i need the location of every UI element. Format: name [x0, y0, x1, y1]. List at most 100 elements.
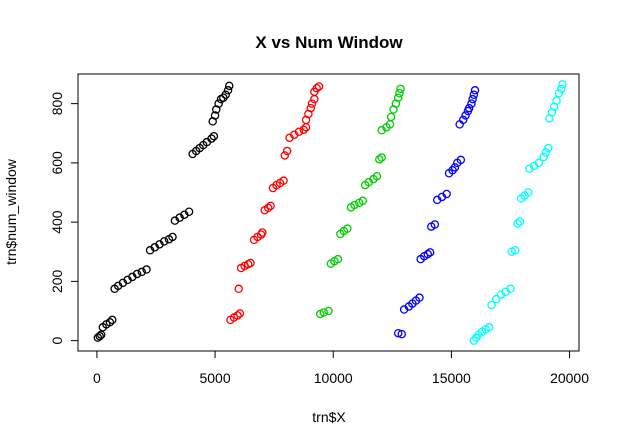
y-tick-label: 600	[49, 151, 65, 175]
data-point	[464, 103, 474, 113]
data-point	[456, 155, 466, 165]
plot-area-frame	[77, 73, 580, 352]
y-tick-label: 200	[49, 269, 65, 293]
data-point	[539, 152, 548, 162]
data-point	[372, 171, 382, 181]
data-point	[425, 248, 435, 257]
data-point	[234, 284, 243, 294]
data-point	[468, 94, 477, 104]
x-tick-label: 10000	[314, 370, 353, 386]
data-points	[93, 80, 567, 345]
data-point	[423, 249, 433, 259]
data-point	[552, 96, 561, 105]
data-point	[541, 148, 551, 157]
y-tick-label: 800	[49, 92, 65, 116]
data-point	[515, 217, 525, 226]
x-axis-label: trn$X	[312, 409, 346, 425]
data-point	[184, 207, 194, 217]
data-point	[246, 258, 255, 268]
data-point	[95, 331, 104, 341]
x-axis: 0 5000 10000 15000 20000	[93, 350, 589, 386]
data-point	[470, 86, 480, 95]
data-point	[492, 294, 501, 304]
x-tick-label: 15000	[432, 370, 471, 386]
data-point	[393, 328, 403, 338]
data-point	[324, 306, 333, 316]
data-point	[430, 220, 440, 229]
data-point	[397, 329, 407, 339]
data-point	[523, 188, 533, 197]
data-point	[263, 203, 273, 213]
data-point	[233, 311, 242, 320]
data-point	[386, 112, 396, 122]
data-point	[279, 176, 288, 185]
data-point	[235, 309, 245, 318]
data-point	[314, 82, 324, 91]
data-point	[458, 115, 468, 125]
data-point	[142, 265, 151, 274]
data-point	[209, 131, 219, 141]
chart-title: X vs Num Window	[255, 33, 403, 52]
data-point	[266, 201, 275, 211]
data-point	[415, 293, 424, 302]
data-point	[558, 80, 567, 89]
data-point	[207, 134, 216, 143]
data-point	[510, 246, 520, 255]
data-point	[319, 308, 329, 317]
data-point	[224, 81, 234, 91]
data-point	[506, 284, 515, 294]
data-point	[484, 323, 494, 332]
data-point	[343, 224, 352, 233]
data-point	[375, 155, 384, 164]
data-point	[513, 219, 522, 228]
series-4	[393, 86, 480, 339]
data-point	[105, 318, 115, 327]
data-point	[442, 189, 451, 199]
data-point	[258, 228, 267, 237]
data-point	[307, 99, 317, 108]
data-point	[294, 127, 304, 137]
data-point	[312, 83, 321, 93]
series-1	[93, 81, 234, 342]
data-point	[557, 84, 566, 94]
x-tick-label: 0	[93, 370, 101, 386]
data-point	[377, 153, 386, 162]
data-point	[350, 200, 359, 210]
data-point	[137, 267, 147, 277]
data-point	[534, 158, 544, 168]
series-2	[226, 82, 324, 325]
y-axis-label: trn$num_window	[3, 158, 19, 265]
data-point	[280, 151, 290, 160]
data-point	[299, 125, 308, 134]
data-point	[168, 232, 177, 242]
data-point	[393, 93, 403, 102]
data-point	[450, 163, 460, 172]
data-point	[214, 99, 223, 108]
data-point	[132, 269, 142, 279]
series-3	[315, 84, 405, 319]
data-point	[544, 143, 553, 153]
y-tick-label: 400	[49, 210, 65, 234]
x-tick-label: 20000	[550, 370, 589, 386]
data-point	[221, 90, 230, 99]
data-point	[358, 196, 368, 206]
data-point	[396, 84, 405, 94]
data-point	[487, 300, 496, 310]
y-axis: 0 200 400 600 800	[49, 92, 79, 345]
data-point	[160, 237, 169, 246]
series-5	[469, 80, 567, 345]
y-tick-label: 0	[49, 337, 65, 345]
data-point	[306, 103, 316, 113]
data-point	[108, 315, 117, 325]
data-point	[210, 111, 220, 120]
data-point	[395, 89, 404, 98]
data-point	[467, 99, 476, 108]
data-point	[554, 89, 564, 98]
data-point	[282, 146, 292, 156]
x-tick-label: 5000	[199, 370, 230, 386]
data-point	[333, 254, 343, 264]
data-point	[461, 111, 470, 120]
data-point	[469, 90, 479, 99]
data-point	[223, 86, 233, 95]
